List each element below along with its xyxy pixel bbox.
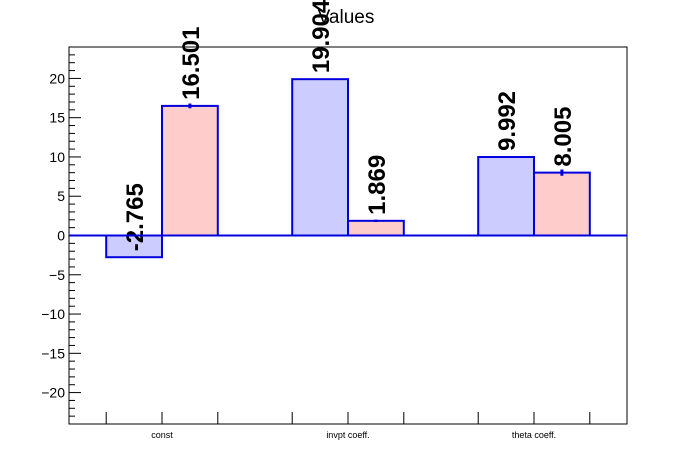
- y-tick-label: 0: [57, 228, 65, 244]
- data-label: 1.869: [364, 155, 391, 215]
- bar: [533, 171, 591, 237]
- y-tick-label: 10: [49, 149, 65, 165]
- y-tick-label: 15: [49, 110, 65, 126]
- y-tick-label: −20: [41, 385, 65, 401]
- bar: [477, 156, 536, 237]
- chart-title: Values: [318, 7, 375, 28]
- y-tick-label: 5: [57, 188, 65, 204]
- y-tick-label: −15: [41, 345, 65, 361]
- bar: [161, 104, 219, 237]
- data-label: 16.501: [178, 26, 205, 99]
- y-tick-label: −10: [41, 306, 65, 322]
- data-label: 9.992: [494, 91, 521, 151]
- plot-area: −20 −15 −10 −5 0 5 10 15 20 const invpt coeff. thet…: [41, 0, 628, 440]
- data-label: 19.904: [308, 0, 335, 73]
- bar: [291, 78, 350, 237]
- bar: [347, 219, 405, 237]
- data-label: 8.005: [550, 107, 577, 167]
- x-category-label: const: [151, 430, 173, 440]
- y-tick-label: −5: [49, 267, 65, 283]
- x-category-label: invpt coeff.: [326, 430, 369, 440]
- data-label: -2.765: [122, 183, 149, 251]
- x-category-label: theta coeff.: [512, 430, 556, 440]
- y-tick-label: 20: [49, 70, 65, 86]
